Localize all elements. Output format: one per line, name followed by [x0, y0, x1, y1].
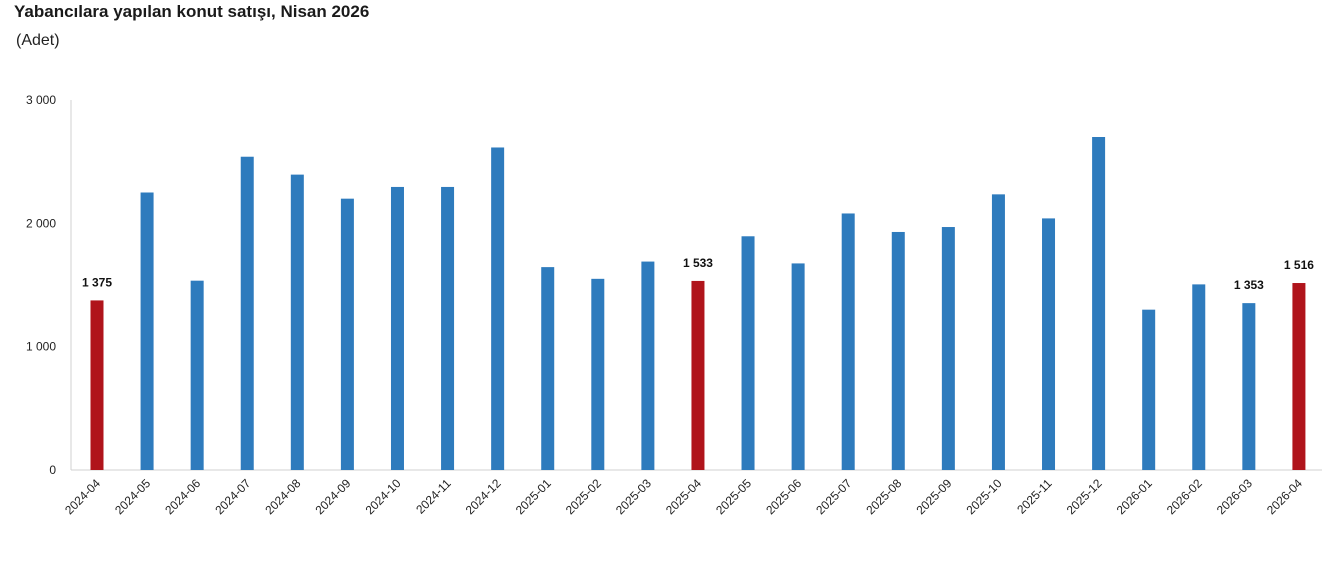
bar-2025-11 [1042, 218, 1056, 470]
bar-2025-06 [791, 263, 805, 470]
bar-2024-07 [240, 156, 254, 471]
bar-2024-10 [390, 186, 404, 470]
bar-2024-05 [140, 192, 154, 470]
bar-2025-10 [991, 194, 1005, 470]
chart-title: Yabancılara yapılan konut satışı, Nisan … [14, 2, 370, 21]
bar-2024-04 [90, 300, 104, 470]
x-tick-label: 2024-11 [413, 476, 454, 517]
x-tick-label: 2025-10 [964, 476, 1005, 517]
data-label-2024-04: 1 375 [82, 275, 112, 289]
x-tick-label: 2024-05 [112, 476, 153, 517]
x-tick-label: 2025-02 [563, 476, 604, 517]
bar-2026-03 [1242, 303, 1256, 470]
bar-2024-09 [340, 198, 354, 471]
bar-2025-12 [1092, 137, 1106, 470]
bar-2024-11 [441, 186, 455, 470]
data-label-2026-04: 1 516 [1284, 258, 1314, 272]
x-tick-label: 2025-08 [863, 476, 904, 517]
bar-2024-08 [290, 174, 304, 470]
bar-2024-06 [190, 280, 204, 470]
x-tick-label: 2025-11 [1014, 476, 1055, 517]
bar-2025-03 [641, 261, 655, 470]
bar-2024-12 [491, 147, 505, 471]
bar-2025-01 [541, 267, 555, 470]
y-tick-label: 0 [49, 463, 56, 477]
x-tick-label: 2024-12 [463, 476, 504, 517]
y-tick-label: 1 000 [26, 340, 56, 354]
bar-2025-02 [591, 278, 605, 470]
chart-subtitle: (Adet) [16, 32, 60, 49]
x-tick-label: 2025-03 [613, 476, 654, 517]
x-tick-label: 2025-12 [1064, 476, 1105, 517]
data-label-2026-03: 1 353 [1234, 278, 1264, 292]
x-tick-label: 2025-05 [713, 476, 754, 517]
bar-2026-01 [1142, 309, 1156, 470]
x-tick-label: 2026-02 [1164, 476, 1205, 517]
bar-2025-08 [891, 231, 905, 470]
x-tick-label: 2025-09 [913, 476, 954, 517]
data-label-2025-04: 1 533 [683, 256, 713, 270]
x-tick-label: 2024-08 [262, 476, 303, 517]
x-tick-label: 2024-09 [312, 476, 353, 517]
bar-2026-02 [1192, 284, 1206, 470]
bar-2025-07 [841, 213, 855, 470]
x-tick-label: 2025-06 [763, 476, 804, 517]
y-tick-label: 3 000 [26, 93, 56, 107]
x-tick-label: 2025-07 [813, 476, 854, 517]
x-tick-label: 2024-06 [162, 476, 203, 517]
x-tick-label: 2024-07 [212, 476, 253, 517]
x-tick-label: 2024-10 [363, 476, 404, 517]
x-tick-label: 2024-04 [62, 476, 103, 517]
x-tick-label: 2026-01 [1114, 476, 1155, 517]
bar-2025-05 [741, 236, 755, 470]
y-tick-label: 2 000 [26, 216, 56, 230]
bar-2025-09 [941, 227, 955, 470]
x-tick-label: 2026-04 [1264, 476, 1305, 517]
x-tick-label: 2025-04 [663, 476, 704, 517]
bar-2025-04 [691, 280, 705, 470]
x-tick-label: 2025-01 [513, 476, 554, 517]
x-tick-label: 2026-03 [1214, 476, 1255, 517]
bar-2026-04 [1292, 283, 1306, 470]
